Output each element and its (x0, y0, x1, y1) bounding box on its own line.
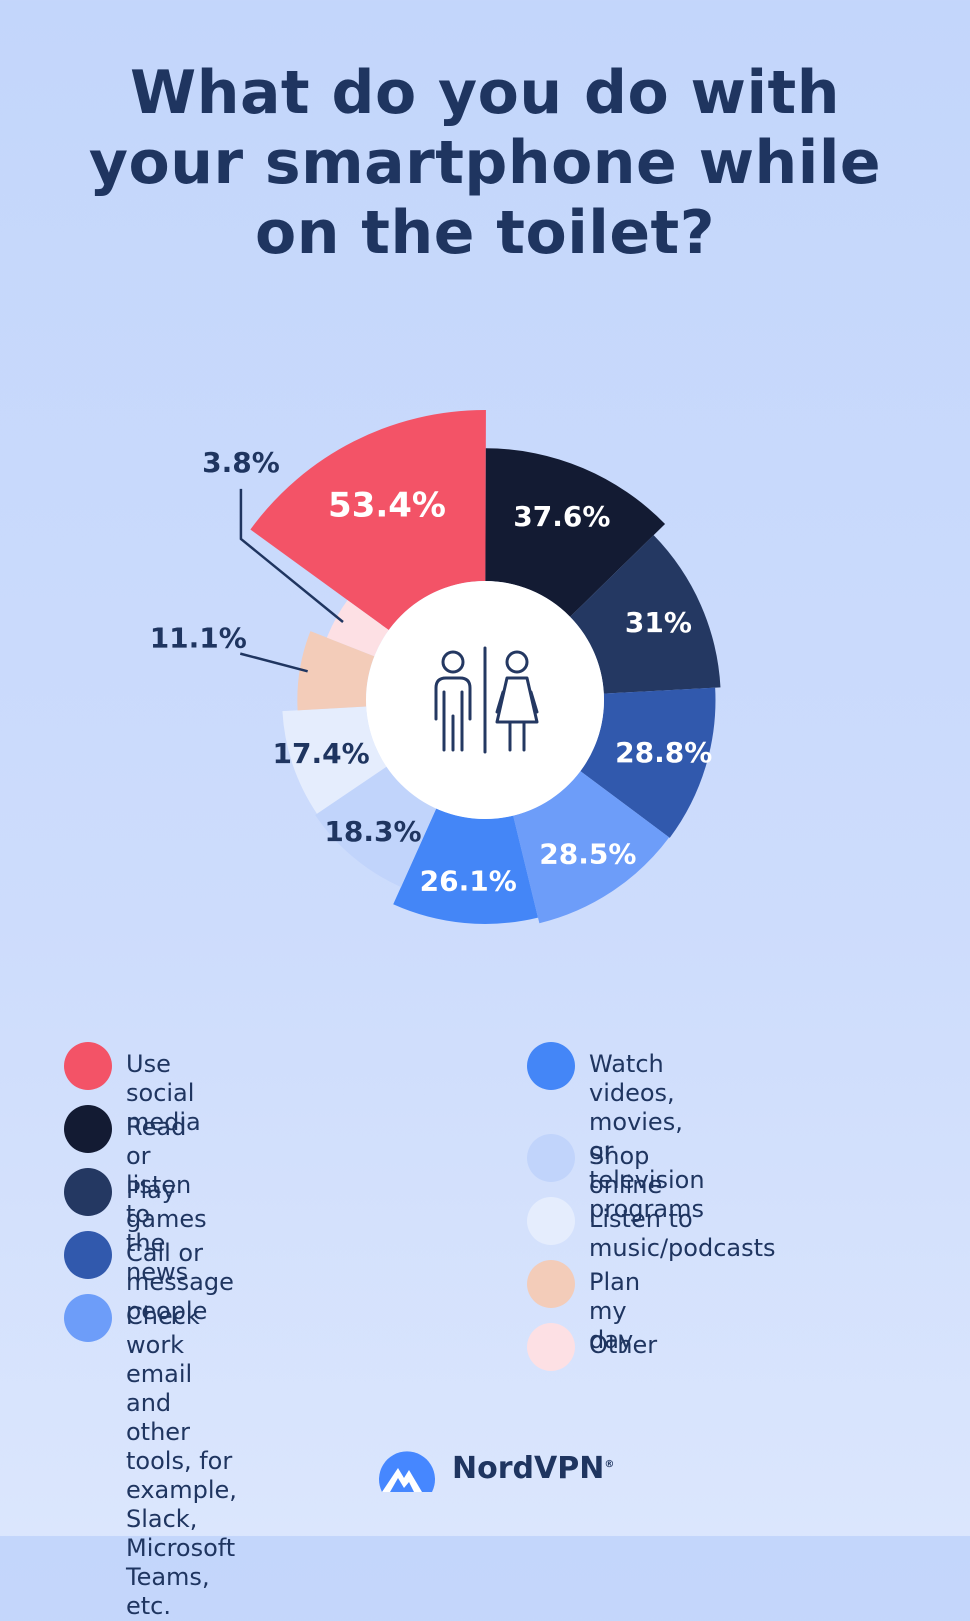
slice-label-3: 28.8% (615, 736, 712, 769)
legend-item: Check work email and other tools, for ex… (64, 1294, 237, 1621)
slice-3 (580, 687, 716, 838)
slice-label-4: 28.5% (539, 837, 636, 870)
callout-lines (239, 488, 344, 673)
legend-swatch (64, 1294, 112, 1342)
legend-label: Listen to music/podcasts (589, 1205, 776, 1262)
legend-swatch (64, 1042, 112, 1090)
restroom-icon (434, 646, 539, 754)
legend-label: Other (589, 1331, 658, 1359)
slice-8 (297, 631, 375, 711)
slice-9 (326, 600, 389, 657)
title-line-1: What do you do with (130, 58, 840, 128)
title-line-3: on the toilet? (254, 198, 716, 268)
callout-line-8 (239, 652, 308, 673)
legend-item: Shop online (527, 1134, 662, 1200)
slice-labels: 53.4% 37.6% 31% 28.8% 28.5% 26.1% 18.3% 17.4% 11… (150, 446, 713, 898)
slice-2 (570, 535, 721, 694)
legend-swatch (527, 1042, 575, 1090)
slice-0 (250, 409, 486, 631)
legend-swatch (64, 1231, 112, 1279)
title-line-2: your smartphone while (88, 128, 882, 198)
legend-label: Shop online (589, 1142, 663, 1199)
slice-label-7: 17.4% (273, 737, 370, 770)
slice-5 (393, 808, 538, 924)
slice-label-5: 26.1% (420, 865, 517, 898)
legend-label: Watch videos, movies, or television prog… (589, 1050, 705, 1223)
slice-label-6: 18.3% (324, 815, 421, 848)
legend-swatch (527, 1134, 575, 1182)
slice-label-2: 31% (625, 606, 692, 639)
slice-label-8: 11.1% (150, 622, 247, 655)
legend-label: Use social media (126, 1050, 201, 1136)
legend-item: Use social media (64, 1042, 201, 1137)
pie-slices (250, 409, 721, 924)
legend-item: Listen to music/podcasts (527, 1197, 776, 1263)
legend-label: Play games (126, 1176, 207, 1233)
legend-item: Other (527, 1323, 657, 1371)
brand: NordVPN® (376, 1442, 614, 1494)
slice-label-9: 3.8% (202, 446, 280, 479)
slice-6 (315, 766, 437, 888)
slice-label-0: 53.4% (328, 485, 446, 525)
legend-swatch (527, 1260, 575, 1308)
slice-label-1: 37.6% (513, 500, 610, 533)
legend-label: Read or listen to the news (126, 1113, 192, 1286)
slice-7 (282, 706, 387, 814)
legend-swatch (527, 1323, 575, 1371)
slice-4 (513, 771, 670, 924)
legend-label: Call or message people (126, 1239, 234, 1325)
legend-item: Watch videos, movies, or television prog… (527, 1042, 705, 1224)
chart-title: What do you do with your smartphone whil… (0, 58, 970, 268)
legend-swatch (64, 1168, 112, 1216)
legend-label: Check work email and other tools, for ex… (126, 1302, 237, 1620)
legend-label: Plan my day (589, 1268, 641, 1354)
legend-item: Call or message people (64, 1231, 234, 1326)
legend-item: Play games (64, 1168, 207, 1234)
callout-line-9 (239, 488, 344, 623)
brand-name: NordVPN® (452, 1450, 615, 1486)
legend-swatch (527, 1197, 575, 1245)
legend-item: Plan my day (527, 1260, 640, 1355)
pie-chart: 53.4% 37.6% 31% 28.8% 28.5% 26.1% 18.3% 17.4% 11… (150, 409, 721, 924)
nordvpn-logo-icon (379, 1451, 435, 1492)
legend-item: Read or listen to the news (64, 1105, 191, 1287)
slice-1 (485, 448, 666, 617)
legend-swatch (64, 1105, 112, 1153)
